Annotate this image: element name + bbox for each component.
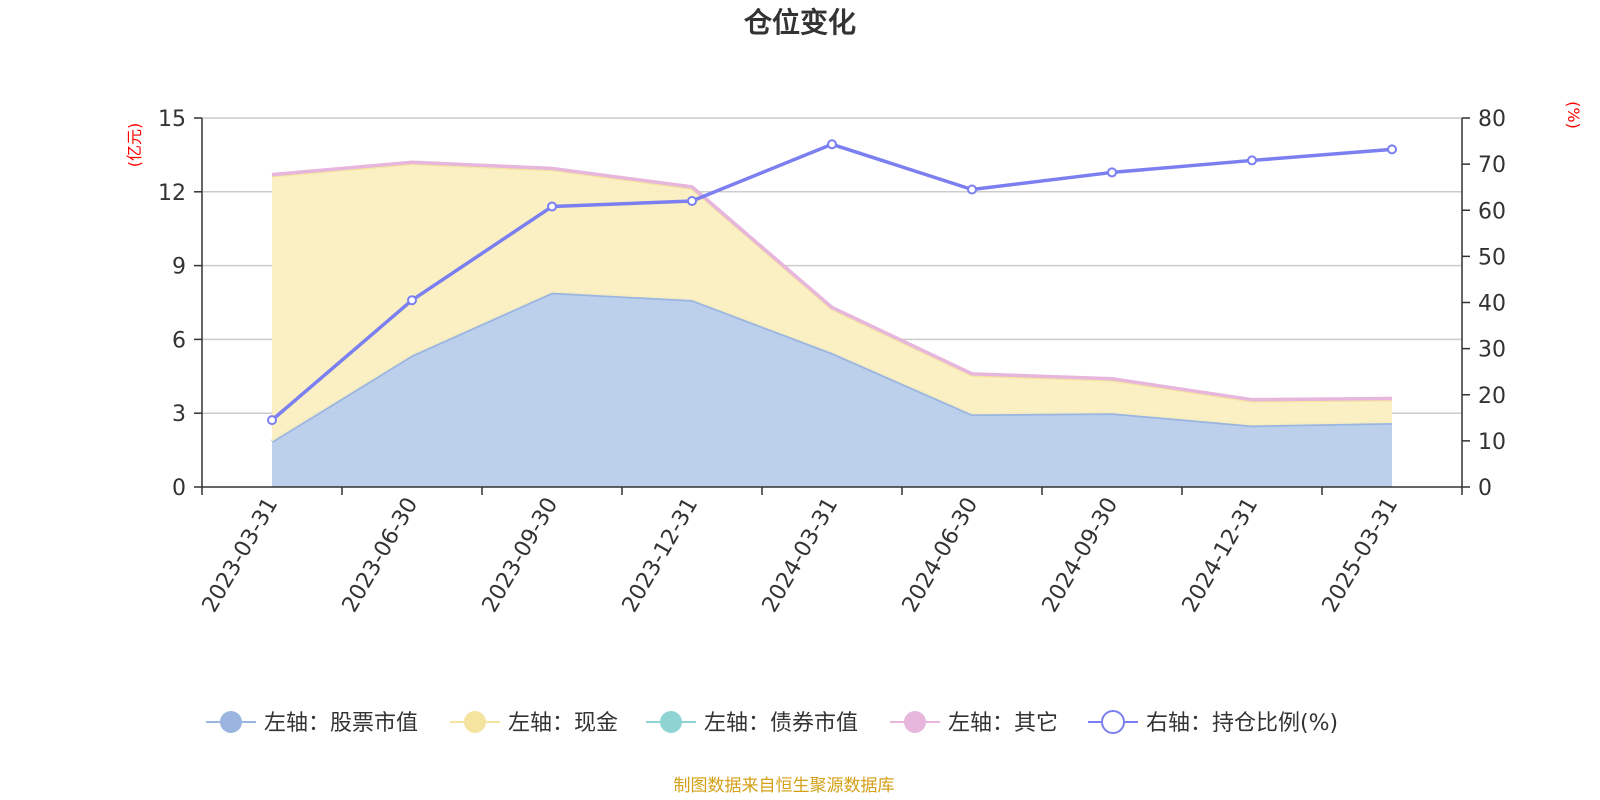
right-axis-unit: (%): [1564, 101, 1583, 129]
x-axis-tick-label: 2024-03-31: [758, 494, 844, 617]
area-line-左轴：其它: [271, 160, 1393, 402]
left-axis-tick-label: 6: [172, 328, 186, 353]
legend-marker: [660, 711, 682, 733]
area-左轴：现金: [272, 163, 1392, 442]
right-axis-tick-label: 0: [1478, 476, 1492, 501]
left-axis-tick-label: 9: [172, 255, 186, 280]
ratio-point: [687, 196, 697, 207]
legend-item: 左轴：股票市值: [206, 711, 418, 736]
legend-label: 左轴：债券市值: [704, 711, 858, 736]
legend-item: 左轴：现金: [450, 711, 618, 736]
right-axis-tick-label: 80: [1478, 107, 1506, 132]
left-axis-tick-label: 3: [172, 402, 186, 427]
x-axis-tick-label: 2024-06-30: [898, 494, 984, 617]
x-axis-tick-label: 2023-09-30: [478, 494, 564, 617]
legend-item: 左轴：其它: [890, 711, 1058, 736]
ratio-point: [1247, 155, 1257, 166]
line-series: [267, 139, 1397, 426]
legend-label: 左轴：股票市值: [264, 711, 418, 736]
legend-label: 左轴：其它: [948, 711, 1058, 736]
left-axis-tick-label: 12: [158, 181, 186, 206]
ratio-point: [967, 184, 977, 195]
x-axis-tick-label: 2024-09-30: [1038, 494, 1124, 617]
area-series: [271, 160, 1393, 487]
legend-item: 右轴：持仓比例(%): [1088, 710, 1338, 736]
x-axis-tick-label: 2023-12-31: [618, 494, 704, 617]
x-axis-tick-label: 2023-03-31: [198, 494, 284, 617]
legend-marker: [904, 711, 926, 733]
legend-marker: [1101, 710, 1125, 734]
x-axis-tick-label: 2024-12-31: [1178, 494, 1264, 617]
ratio-point: [547, 201, 557, 212]
legend-label: 右轴：持仓比例(%): [1146, 711, 1338, 736]
right-axis-tick-label: 60: [1478, 199, 1506, 224]
right-axis-tick-label: 70: [1478, 153, 1506, 178]
right-axis-tick-label: 50: [1478, 245, 1506, 270]
right-axis-tick-label: 30: [1478, 338, 1506, 363]
chart-title: 仓位变化: [744, 6, 856, 39]
area-左轴：股票市值: [272, 292, 1392, 487]
legend-label: 左轴：现金: [508, 711, 618, 736]
left-axis-tick-label: 15: [158, 107, 186, 132]
right-axis-tick-label: 10: [1478, 430, 1506, 455]
left-axis-tick-label: 0: [172, 476, 186, 501]
x-axis-tick-label: 2023-06-30: [338, 494, 424, 617]
left-axis-unit: (亿元): [125, 123, 144, 168]
data-source-note: 制图数据来自恒生聚源数据库: [674, 776, 895, 796]
ratio-point: [267, 415, 277, 426]
x-axis-tick-label: 2025-03-31: [1318, 494, 1404, 617]
ratio-point: [1107, 167, 1117, 178]
ratio-point: [827, 139, 837, 150]
right-axis-tick-label: 20: [1478, 384, 1506, 409]
right-axis-tick-label: 40: [1478, 292, 1506, 317]
legend-marker: [464, 711, 486, 733]
ratio-point: [407, 295, 417, 306]
legend: 左轴：股票市值 左轴：现金 左轴：债券市值 左轴：其它 右轴：持仓比例(%): [206, 710, 1338, 736]
legend-marker: [220, 711, 242, 733]
legend-item: 左轴：债券市值: [646, 711, 858, 736]
ratio-point: [1387, 144, 1397, 155]
